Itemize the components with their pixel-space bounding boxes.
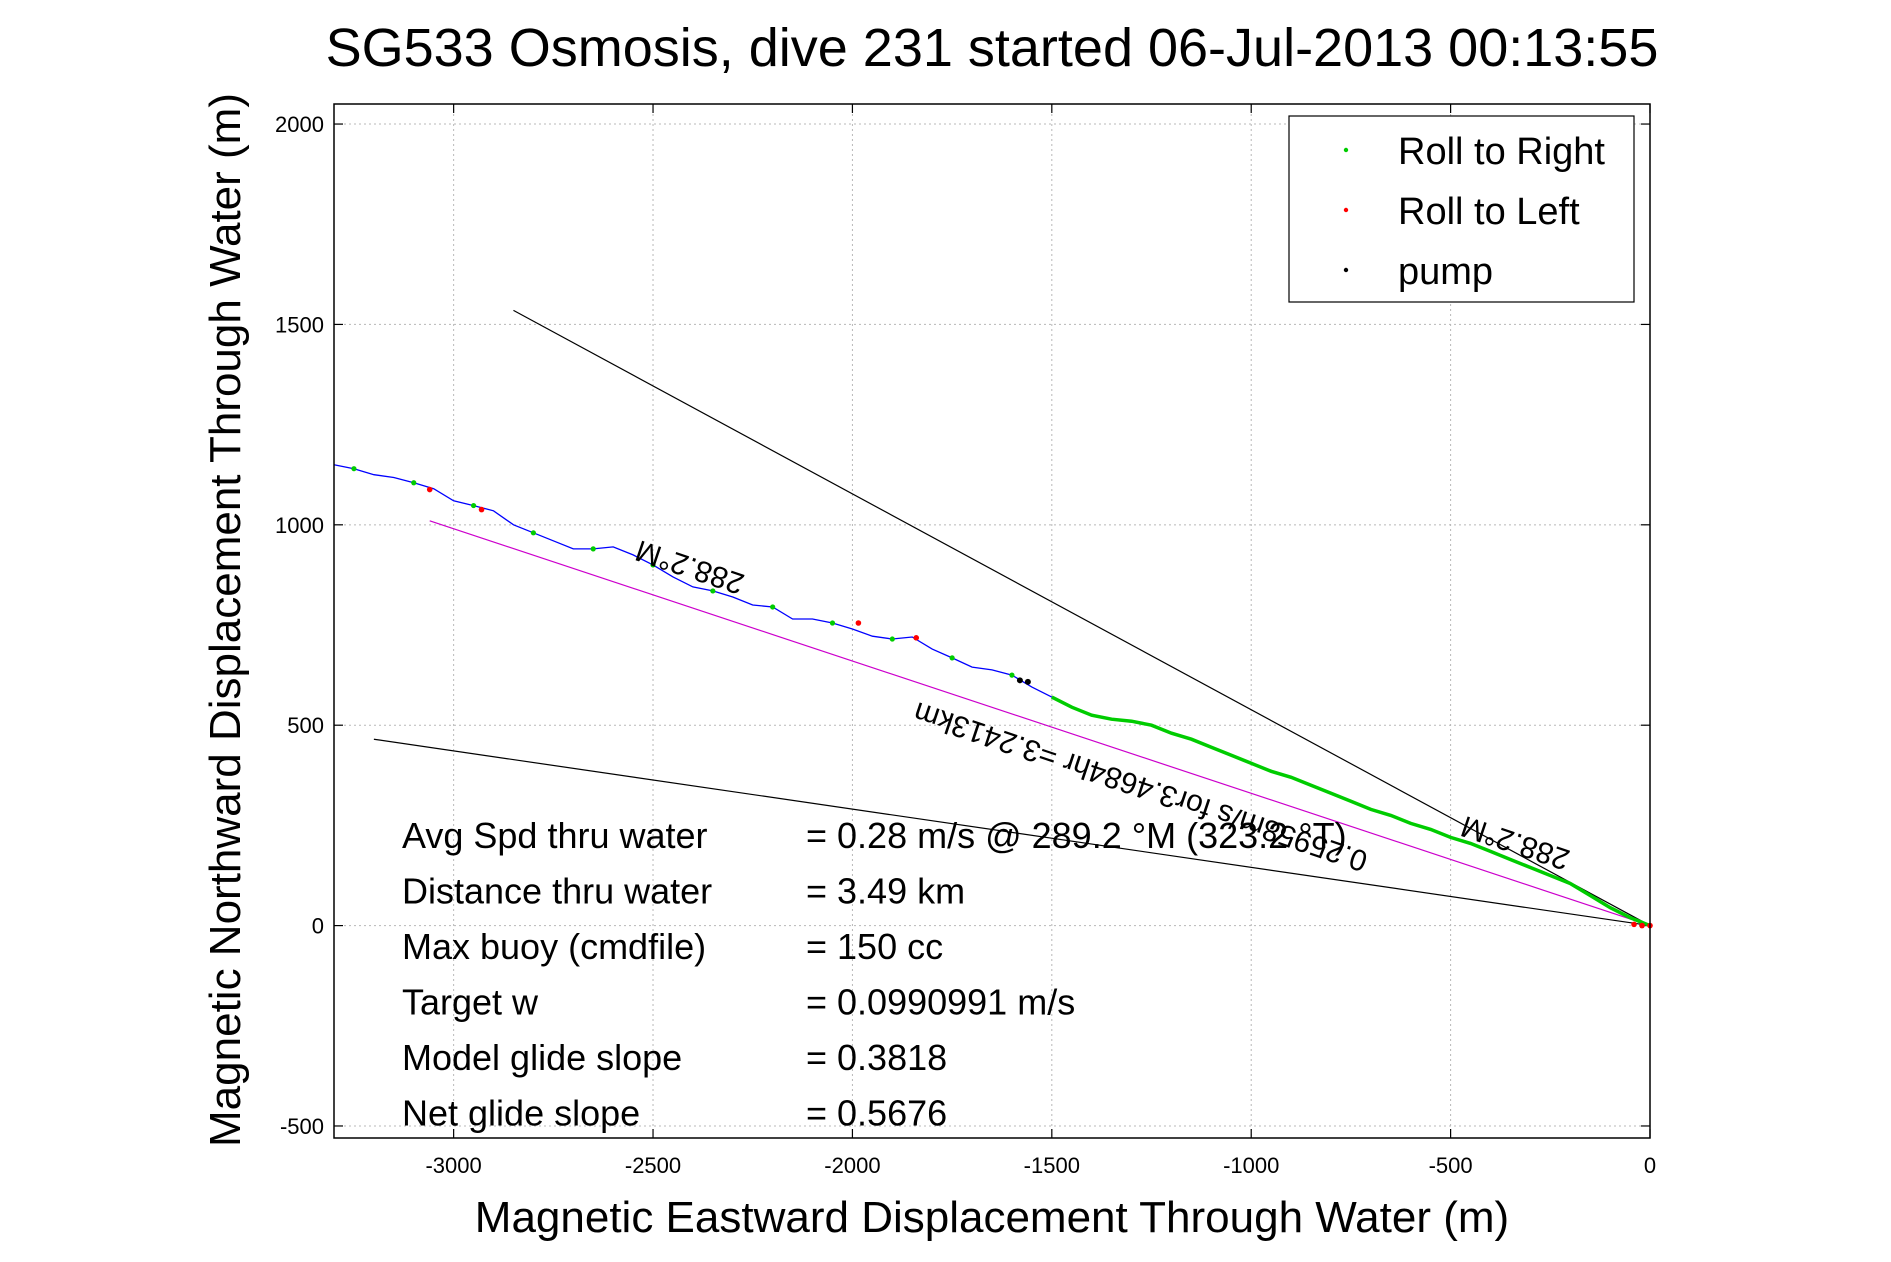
roll-right-point	[770, 604, 776, 610]
stat-label: Target w	[402, 982, 539, 1023]
stats-block: Avg Spd thru water = 0.28 m/s @ 289.2 °M …	[402, 815, 1347, 1134]
y-axis-label: Magnetic Northward Displacement Through …	[201, 93, 250, 1147]
x-tick-label: -2500	[625, 1153, 681, 1178]
stat-label: Avg Spd thru water	[402, 815, 708, 856]
x-axis-label: Magnetic Eastward Displacement Through W…	[475, 1193, 1509, 1242]
plot-frame	[333, 103, 1651, 1139]
x-tick-label: 0	[1644, 1153, 1656, 1178]
y-tick-label: 2000	[275, 112, 324, 137]
roll-right-point	[829, 620, 836, 626]
x-tick-label: -2000	[824, 1153, 880, 1178]
legend-marker	[1343, 267, 1349, 273]
x-tick-label: -1500	[1024, 1153, 1080, 1178]
x-tick-label: -500	[1429, 1153, 1473, 1178]
grid	[334, 104, 1651, 1138]
roll-right-point	[710, 588, 716, 594]
stat-label: Net glide slope	[402, 1093, 640, 1134]
roll-right-point	[470, 502, 477, 509]
stat-value: = 0.28 m/s @ 289.2 °M (323.2 °T)	[806, 815, 1347, 856]
roll-right-point	[949, 655, 955, 661]
bound-upper-line	[513, 309, 1651, 927]
roll-left-point	[426, 486, 433, 493]
x-tick-label: -1000	[1223, 1153, 1279, 1178]
x-tick-label: -3000	[425, 1153, 481, 1178]
legend: Roll to Right Roll to Left pump	[1288, 115, 1635, 303]
pump-point	[1024, 678, 1031, 685]
y-tick-label: 500	[287, 713, 324, 738]
pump-point	[1016, 677, 1023, 684]
y-tick-label: 1000	[275, 513, 324, 538]
roll-left-point	[1639, 922, 1645, 929]
heading-line	[429, 520, 1651, 927]
ticks: -3000 -2500 -2000 -1500 -1000 -500 0 -500 0 500 10…	[275, 104, 1656, 1178]
stat-label: Model glide slope	[402, 1037, 682, 1078]
roll-right-point	[411, 480, 417, 486]
y-tick-label: 1500	[275, 312, 324, 337]
roll-right-point	[889, 636, 895, 642]
legend-marker	[1343, 147, 1349, 153]
stat-value: = 3.49 km	[806, 871, 965, 912]
roll-right-point	[590, 546, 596, 552]
y-tick-label: 0	[312, 914, 324, 939]
roll-right-point	[1009, 672, 1015, 678]
legend-label: Roll to Left	[1398, 191, 1580, 233]
roll-left-point	[913, 635, 920, 641]
legend-label: Roll to Right	[1398, 131, 1605, 173]
legend-marker	[1343, 207, 1349, 213]
legend-label: pump	[1398, 251, 1493, 293]
roll-right-point	[650, 562, 656, 568]
roll-right-point	[530, 530, 536, 536]
stat-value: = 150 cc	[806, 926, 943, 967]
chart-title: SG533 Osmosis, dive 231 started 06-Jul-2…	[326, 18, 1659, 78]
roll-left-point	[855, 620, 862, 626]
stat-label: Distance thru water	[402, 871, 712, 912]
stat-value: = 0.0990991 m/s	[806, 982, 1075, 1023]
stat-value: = 0.5676	[806, 1093, 947, 1134]
roll-left-point	[1631, 921, 1637, 928]
y-tick-label: -500	[280, 1114, 324, 1139]
series-layer	[333, 309, 1653, 929]
roll-right-segment	[1051, 695, 1651, 928]
stat-label: Max buoy (cmdfile)	[402, 926, 706, 967]
stat-value: = 0.3818	[806, 1037, 947, 1078]
roll-left-point	[478, 506, 485, 513]
roll-right-point	[351, 466, 357, 472]
bound-lower-line	[373, 738, 1651, 927]
